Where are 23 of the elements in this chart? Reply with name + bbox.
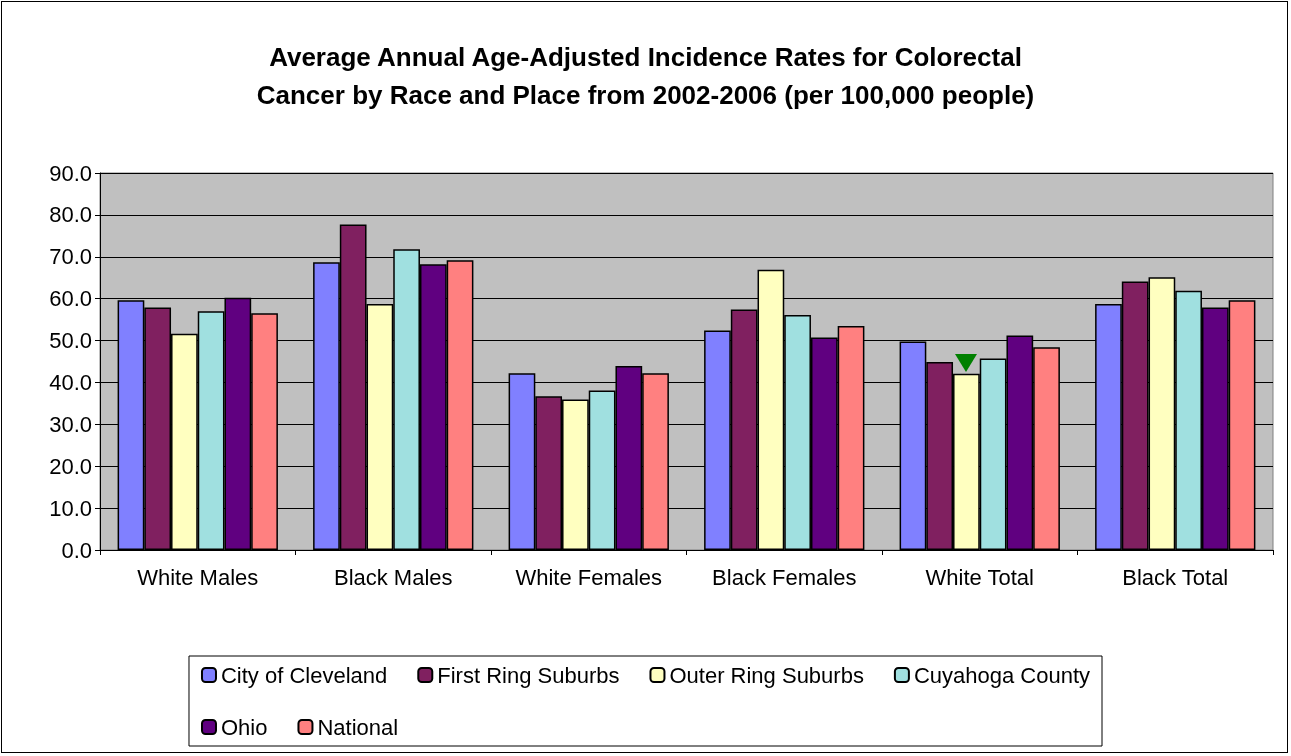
y-tick-label: 90.0	[49, 160, 92, 186]
y-tick-label: 10.0	[49, 495, 92, 521]
x-tick-label: White Total	[925, 564, 1034, 590]
y-tick-label: 80.0	[49, 202, 92, 228]
legend-label: National	[317, 714, 399, 740]
y-tick-label: 40.0	[49, 369, 92, 395]
y-tick-label: 50.0	[49, 328, 92, 354]
y-tick-label: 30.0	[49, 411, 92, 437]
legend-label: First Ring Suburbs	[437, 662, 620, 688]
x-tick-label: Black Males	[333, 564, 453, 590]
x-tick-label: Black Total	[1122, 564, 1229, 590]
x-tick-label: White Males	[137, 564, 259, 590]
x-tick-label: White Females	[515, 564, 663, 590]
y-tick-label: 20.0	[49, 453, 92, 479]
legend-label: Ohio	[220, 714, 268, 740]
legend-label: City of Cleveland	[220, 662, 388, 688]
y-tick-label: 60.0	[49, 286, 92, 312]
legend-label: Outer Ring Suburbs	[669, 662, 864, 688]
legend-label: Cuyahoga County	[913, 662, 1091, 688]
chart-title: Average Annual Age-Adjusted Incidence Rates for Colorectal Cancer by Race and Place from 2002-2006 (per 100,000 people)	[256, 42, 1035, 110]
x-tick-label: Black Females	[712, 564, 857, 590]
y-tick-label: 70.0	[49, 244, 92, 270]
y-tick-label: 0.0	[61, 537, 92, 563]
